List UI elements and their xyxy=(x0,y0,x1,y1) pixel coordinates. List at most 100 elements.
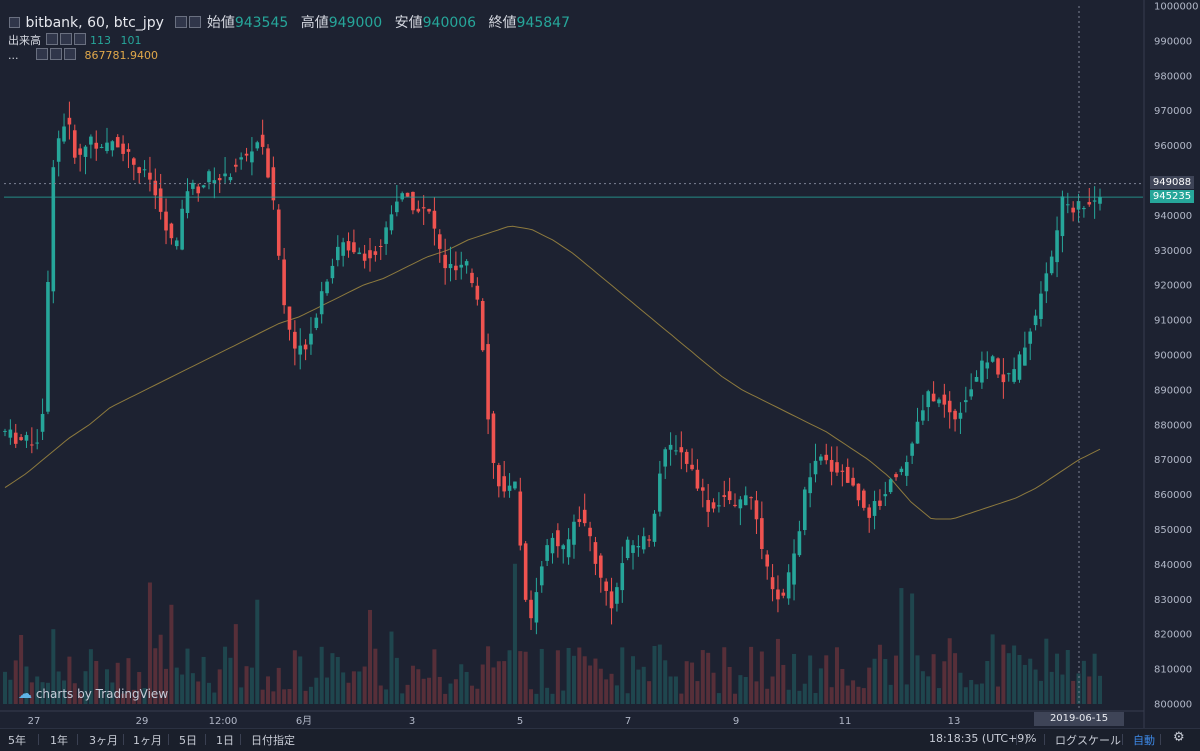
volume-bar xyxy=(51,629,56,704)
volume-bar xyxy=(217,669,222,704)
log-scale-toggle[interactable]: ログスケール xyxy=(1055,734,1121,747)
volume-bar xyxy=(974,684,979,704)
eye-icon[interactable] xyxy=(45,33,58,45)
candle xyxy=(727,477,732,505)
volume-bar xyxy=(314,677,319,704)
candle-body xyxy=(78,148,82,155)
volume-bar xyxy=(947,638,952,704)
volume-bar xyxy=(749,646,754,704)
candle-body xyxy=(663,449,668,467)
close-icon[interactable] xyxy=(64,48,76,60)
volume-bar xyxy=(368,609,372,704)
candle-body xyxy=(684,451,689,464)
candle xyxy=(636,535,641,557)
date-range-button[interactable]: 日付指定 xyxy=(251,734,295,747)
x-tick-label: 29 xyxy=(136,716,149,727)
candle xyxy=(1055,216,1059,278)
candle-body xyxy=(599,555,603,578)
candle-body xyxy=(298,345,303,355)
volume-bar xyxy=(614,685,619,704)
candle xyxy=(593,536,598,576)
range-1y-button[interactable]: 1年 xyxy=(50,734,68,747)
candle-body xyxy=(35,442,40,444)
x-tick-label: 3 xyxy=(409,716,415,727)
volume-bar xyxy=(164,668,169,704)
volume-bar xyxy=(1017,655,1022,704)
candle xyxy=(83,145,88,175)
eye-icon[interactable] xyxy=(175,16,188,28)
candle-body xyxy=(56,138,61,162)
range-1d-button[interactable]: 1日 xyxy=(216,734,234,747)
y-tick-label: 900000 xyxy=(1154,351,1192,362)
candle-body xyxy=(958,412,963,419)
candle-body xyxy=(808,477,812,494)
candle xyxy=(1049,250,1054,276)
collapse-icon[interactable] xyxy=(9,17,20,28)
chart-title: bitbank, 60, btc_jpy xyxy=(25,15,164,31)
volume-bar xyxy=(3,671,7,704)
settings-icon[interactable] xyxy=(50,48,62,60)
volume-bar xyxy=(1012,645,1017,704)
y-tick-label: 830000 xyxy=(1154,595,1192,606)
ma-value: 867781.9400 xyxy=(84,49,158,62)
candle-body xyxy=(572,521,576,545)
volume-bar xyxy=(99,689,104,704)
volume-bar xyxy=(1071,680,1076,704)
candle-body xyxy=(368,250,372,259)
percent-toggle[interactable]: % xyxy=(1026,732,1037,745)
range-5d-button[interactable]: 5日 xyxy=(179,734,197,747)
candle-body xyxy=(974,376,979,382)
high-value: 949000 xyxy=(328,15,383,31)
candle-body xyxy=(121,143,125,154)
candle xyxy=(405,192,410,198)
close-icon[interactable] xyxy=(73,33,86,45)
candle-body xyxy=(545,545,549,561)
settings-icon[interactable] xyxy=(59,33,72,45)
volume-bar xyxy=(711,672,716,704)
candle-body xyxy=(164,211,168,231)
candle-body xyxy=(180,208,184,250)
candle-body xyxy=(985,362,990,369)
divider xyxy=(1122,734,1123,745)
y-tick-label: 1000000 xyxy=(1154,2,1199,13)
candle-body xyxy=(448,263,453,269)
candle xyxy=(776,575,780,613)
volume-bar xyxy=(443,693,448,704)
gear-icon[interactable]: ⚙ xyxy=(1173,730,1185,745)
candle xyxy=(706,483,710,528)
candle-body xyxy=(990,356,995,362)
volume-bar xyxy=(899,588,904,704)
range-1m-button[interactable]: 1ヶ月 xyxy=(133,734,162,747)
candle xyxy=(797,520,802,557)
candle xyxy=(631,540,635,570)
auto-scale-toggle[interactable]: 自動 xyxy=(1133,734,1155,747)
divider xyxy=(1044,734,1045,745)
volume-bar xyxy=(727,666,732,704)
candle-body xyxy=(921,410,925,421)
settings-icon[interactable] xyxy=(189,16,202,28)
volume-bar xyxy=(550,693,555,704)
candle xyxy=(969,373,973,400)
volume-bar xyxy=(582,656,587,704)
range-5y-button[interactable]: 5年 xyxy=(8,734,26,747)
y-tick-label: 820000 xyxy=(1154,630,1192,641)
eye-icon[interactable] xyxy=(36,48,48,60)
volume-bar xyxy=(206,682,211,704)
candle-body xyxy=(792,553,796,585)
candle xyxy=(357,247,362,255)
volume-bar xyxy=(158,634,163,704)
y-tick-label: 940000 xyxy=(1154,211,1192,222)
volume-value-2: 101 xyxy=(120,34,142,47)
volume-bar xyxy=(507,650,512,704)
candle-body xyxy=(695,469,700,489)
y-tick-label: 970000 xyxy=(1154,106,1192,117)
range-3m-button[interactable]: 3ヶ月 xyxy=(89,734,118,747)
candle xyxy=(105,127,109,154)
candle-body xyxy=(835,462,839,473)
tradingview-watermark[interactable]: ☁ charts by TradingView xyxy=(18,686,168,702)
clock-time[interactable]: 18:18:35 (UTC+9) xyxy=(929,732,1029,745)
candle-body xyxy=(89,136,93,145)
candle xyxy=(1033,309,1038,331)
